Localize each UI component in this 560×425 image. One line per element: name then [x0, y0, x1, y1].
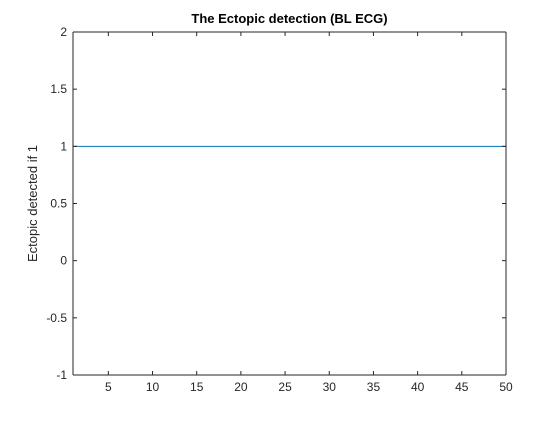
plot-area	[73, 32, 506, 375]
x-tick-label: 15	[190, 380, 204, 394]
y-tick-label: -0.5	[46, 311, 67, 325]
y-tick-label: 2	[60, 25, 67, 39]
x-tick-label: 40	[411, 380, 425, 394]
x-tick-label: 50	[499, 380, 513, 394]
y-tick-label: 0	[60, 254, 67, 268]
x-tick-label: 25	[278, 380, 292, 394]
x-tick-label: 20	[234, 380, 248, 394]
x-tick-label: 30	[323, 380, 337, 394]
y-tick-label: 1	[60, 139, 67, 153]
tick-layer: 5 10 15 20 25 30 35 40 45 50 -1 -0.5 0 0.5 1 1.5 2	[46, 25, 513, 394]
x-tick-label: 5	[105, 380, 112, 394]
x-tick-label: 45	[455, 380, 469, 394]
y-tick-label: 0.5	[50, 197, 67, 211]
y-tick-label: 1.5	[50, 82, 67, 96]
x-tick-label: 10	[146, 380, 160, 394]
x-tick-label: 35	[367, 380, 381, 394]
chart-title: The Ectopic detection (BL ECG)	[191, 11, 387, 26]
y-tick-label: -1	[56, 368, 67, 382]
y-axis-label: Ectopic detected if 1	[25, 145, 40, 262]
